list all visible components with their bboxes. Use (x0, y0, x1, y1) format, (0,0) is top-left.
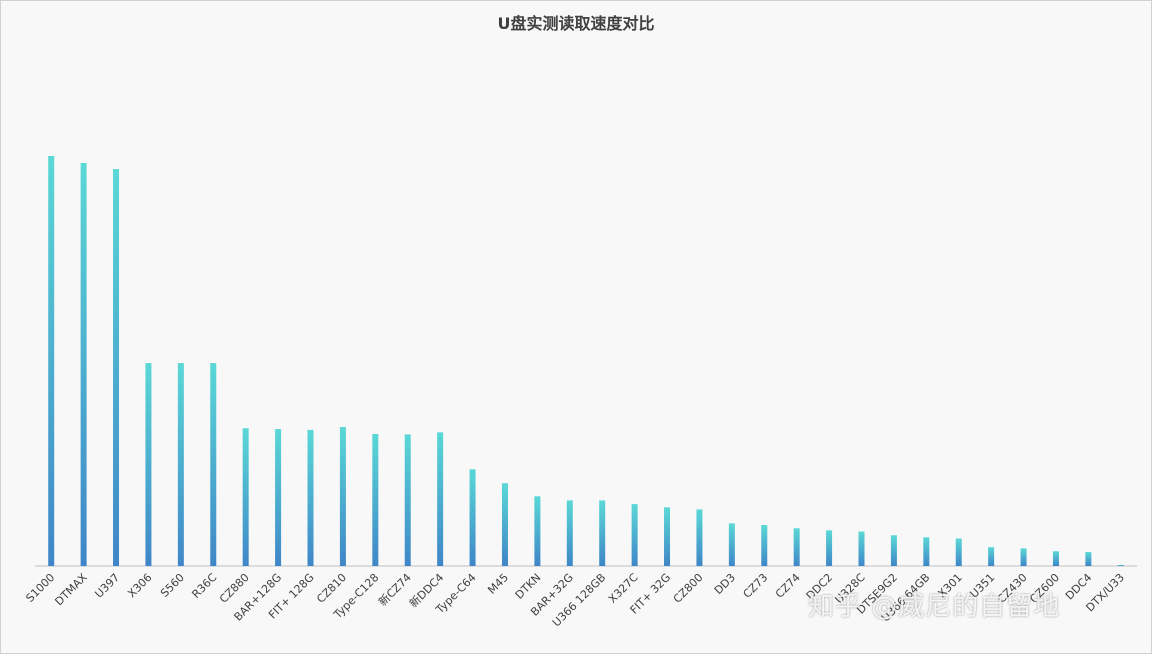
x-tick-label: M45 (485, 571, 511, 597)
x-tick-label: DTKN (513, 571, 544, 602)
bar-30 (1020, 548, 1027, 566)
bar-0 (48, 156, 55, 566)
bar-33 (1117, 565, 1124, 566)
watermark: 知乎 @威尼的自留地 (808, 592, 1061, 622)
bar-19 (664, 507, 671, 566)
bar-7 (275, 429, 282, 566)
x-tick-label: CZ73 (741, 571, 771, 601)
x-tick-label: R36C (189, 571, 219, 601)
x-tick-label: CZ800 (671, 571, 706, 606)
bar-31 (1052, 551, 1059, 566)
chart-title: U盘实测读取速度对比 (497, 14, 655, 33)
bar-13 (469, 469, 476, 566)
bar-16 (566, 500, 573, 566)
bar-21 (728, 523, 735, 566)
bar-8 (307, 429, 314, 566)
bar-1 (80, 162, 87, 566)
bar-20 (696, 509, 703, 566)
bar-10 (372, 433, 379, 566)
bar-5 (210, 363, 217, 566)
x-tick-label: DD3 (712, 571, 738, 597)
bar-25 (858, 531, 865, 566)
bar-27 (923, 537, 930, 566)
bar-32 (1085, 552, 1092, 566)
bar-9 (339, 427, 346, 566)
bar-2 (113, 169, 120, 566)
bar-29 (988, 547, 995, 566)
x-tick-label: DTMAX (52, 571, 90, 609)
bar-26 (890, 535, 897, 566)
x-tick-label: CZ74 (773, 571, 803, 601)
bar-17 (599, 500, 606, 566)
bar-6 (242, 428, 249, 566)
x-tick-label: X306 (125, 571, 154, 600)
bar-11 (404, 434, 411, 566)
bar-4 (177, 363, 184, 566)
bar-24 (826, 530, 833, 566)
x-tick-label: U397 (92, 571, 122, 601)
bar-23 (793, 528, 800, 566)
bar-28 (955, 538, 962, 566)
bar-18 (631, 504, 638, 566)
bar-15 (534, 496, 541, 566)
bar-3 (145, 363, 152, 566)
bar-14 (501, 483, 508, 566)
x-tick-label: S560 (158, 571, 187, 600)
bar-12 (437, 432, 444, 566)
bar-22 (761, 525, 768, 566)
